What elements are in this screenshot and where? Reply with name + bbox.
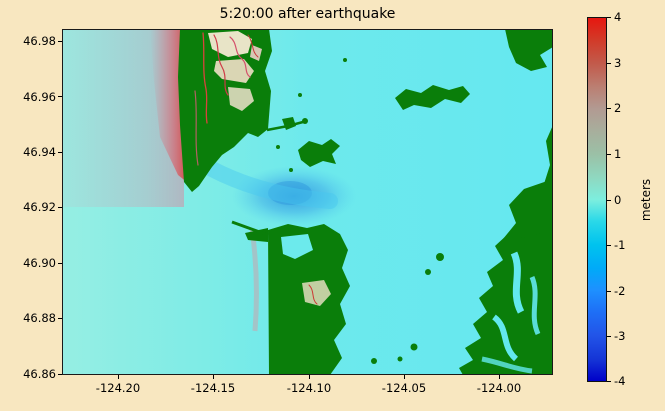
contour-line xyxy=(247,34,259,58)
colorbar-tick-mark xyxy=(607,154,611,155)
harbor-island xyxy=(282,117,296,130)
x-tick-mark xyxy=(499,375,500,379)
x-tick-mark xyxy=(309,375,310,379)
colorbar-tick-label: -2 xyxy=(614,284,626,298)
colorbar-gradient xyxy=(587,17,607,382)
x-axis-tick-label: -124.05 xyxy=(381,381,427,395)
x-axis-tick-label: -124.00 xyxy=(476,381,522,395)
tidal-channel xyxy=(510,251,525,314)
plot-title: 5:20:00 after earthquake xyxy=(219,6,396,22)
elevation-contour-lines xyxy=(194,32,318,305)
x-axis-tick-label: -124.10 xyxy=(286,381,332,395)
y-axis-tick-label: 46.98 xyxy=(23,34,56,48)
colorbar-label: meters xyxy=(639,178,653,222)
tidal-channels xyxy=(481,251,541,374)
x-tick-mark xyxy=(404,375,405,379)
south-jetty xyxy=(231,220,269,237)
dune-patch xyxy=(228,87,254,111)
y-axis-tick-label: 46.88 xyxy=(23,311,56,325)
y-tick-mark xyxy=(58,41,62,42)
y-tick-mark xyxy=(58,374,62,375)
contour-line xyxy=(229,36,251,78)
marina-notch xyxy=(281,234,313,259)
dune-patches xyxy=(208,31,331,306)
islet xyxy=(397,356,403,362)
x-axis-tick-label: -124.20 xyxy=(95,381,141,395)
entrance-channel-current xyxy=(204,161,338,209)
colorbar-tick-label: -4 xyxy=(614,374,626,388)
y-tick-mark xyxy=(58,207,62,208)
map-canvas xyxy=(62,29,553,375)
islet xyxy=(436,253,444,261)
y-tick-mark xyxy=(58,263,62,264)
colorbar-tick-label: 0 xyxy=(614,193,622,207)
contour-line xyxy=(308,284,318,305)
y-axis-tick-label: 46.92 xyxy=(23,200,56,214)
y-axis-tick-label: 46.86 xyxy=(23,367,56,381)
northeast-corner-land xyxy=(505,29,553,71)
colorbar-tick-mark xyxy=(607,63,611,64)
y-axis-tick-label: 46.96 xyxy=(23,90,56,104)
east-edge-strip xyxy=(543,125,553,195)
y-tick-mark xyxy=(58,96,62,97)
islet xyxy=(289,168,293,172)
y-axis-tick-label: 46.94 xyxy=(23,145,56,159)
colorbar-tick-mark xyxy=(607,291,611,292)
tidal-channel xyxy=(481,356,533,374)
harbor-island xyxy=(298,139,340,167)
islet xyxy=(410,343,418,351)
colorbar-tick-mark xyxy=(607,336,611,337)
colorbar-tick-label: 2 xyxy=(614,101,622,115)
y-axis-tick-label: 46.90 xyxy=(23,256,56,270)
y-tick-mark xyxy=(58,152,62,153)
dune-patch xyxy=(214,59,254,83)
north-shore-land xyxy=(395,85,470,110)
dune-patch xyxy=(208,31,252,57)
colorbar-tick-mark xyxy=(607,17,611,18)
dune-patch xyxy=(302,280,331,306)
islet xyxy=(298,93,302,97)
colorbar-tick-label: 3 xyxy=(614,56,622,70)
colorbar-tick-label: -3 xyxy=(614,329,626,343)
x-tick-mark xyxy=(213,375,214,379)
colorbar-tick-label: 1 xyxy=(614,147,622,161)
islet xyxy=(302,118,308,124)
colorbar-tick-mark xyxy=(607,381,611,382)
y-tick-mark xyxy=(58,318,62,319)
tidal-channel xyxy=(491,314,519,362)
islet xyxy=(276,145,280,149)
colorbar-tick-mark xyxy=(607,200,611,201)
x-tick-mark xyxy=(118,375,119,379)
x-axis-tick-label: -124.15 xyxy=(190,381,236,395)
colorbar-tick-label: -1 xyxy=(614,238,626,252)
drawdown-core xyxy=(268,181,312,205)
colorbar-tick-mark xyxy=(607,108,611,109)
tidal-channel xyxy=(529,276,541,336)
islet xyxy=(343,58,347,62)
colorbar-tick-mark xyxy=(607,245,611,246)
contour-line xyxy=(202,32,208,124)
southeast-land-mass xyxy=(459,230,553,375)
colorbar-tick-label: 4 xyxy=(614,10,622,24)
contour-line xyxy=(213,34,229,96)
contour-line xyxy=(194,90,199,166)
islet xyxy=(371,358,377,364)
islet xyxy=(425,269,431,275)
